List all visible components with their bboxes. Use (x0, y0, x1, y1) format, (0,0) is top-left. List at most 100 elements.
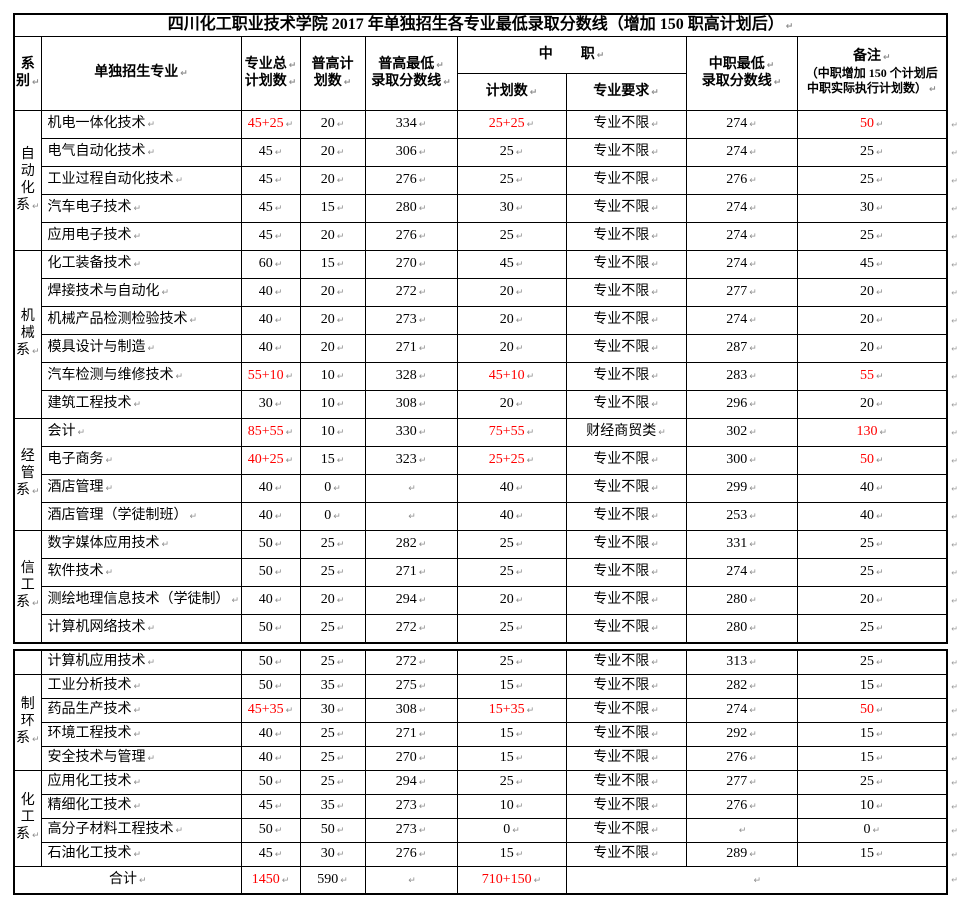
paragraph-mark: ↵ (288, 77, 297, 88)
cell-value-highlighted: 50 (859, 452, 874, 468)
cell-value: 20 (859, 312, 874, 328)
paragraph-mark: ↵ (418, 778, 427, 789)
paragraph-mark: ↵ (515, 176, 524, 187)
cell-line: 20 ↵ (301, 144, 365, 161)
row-end-mark: ↵ (951, 120, 958, 129)
paragraph-mark: ↵ (418, 826, 427, 837)
cell-value: 20 (499, 284, 514, 300)
paragraph-mark: ↵ (651, 658, 659, 669)
cell-value: 25 (859, 172, 874, 188)
cell-total-plan: 45 ↵ (240, 194, 301, 223)
paragraph-mark: ↵ (651, 316, 659, 327)
cell-value: 10 (859, 798, 874, 814)
paragraph-mark: ↵ (749, 754, 757, 765)
paragraph-mark: ↵ (749, 428, 757, 439)
cell-line: 10 ↵ (301, 396, 365, 413)
cell-value: 专业要求 (593, 83, 650, 99)
cell-remark: 20 ↵ ↵ (796, 334, 958, 363)
cell-line: 40 ↵ (242, 312, 300, 329)
paragraph-mark: ↵ (515, 624, 524, 635)
cell-zhongzhi-plan: 45+10 ↵ (456, 362, 567, 391)
cell-value: 271 (395, 340, 417, 356)
paragraph-mark: ↵ (336, 730, 345, 741)
cell-line: 专业总 ↵ (242, 57, 300, 74)
cell-line: 15 ↵ (301, 256, 365, 273)
paragraph-mark: ↵ (274, 682, 283, 693)
cell-major: 酒店管理 ↵ (40, 474, 242, 503)
cell-line: 15 ↵ (458, 846, 566, 863)
cell-value-highlighted: 75+55 (488, 424, 525, 440)
cell-value: 273 (395, 822, 417, 838)
cell-major: 软件技术 ↵ (40, 558, 242, 587)
cell-gaokao-plan: 20 ↵ (299, 222, 366, 251)
paragraph-mark: ↵ (651, 568, 659, 579)
cell-value: 20 (499, 340, 514, 356)
cell-remark: 45 ↵ ↵ (796, 250, 958, 279)
row-end-mark: ↵ (951, 176, 958, 185)
cell-value: 271 (395, 564, 417, 580)
cell-line: 271 ↵ (366, 340, 457, 357)
paragraph-mark: ↵ (651, 624, 659, 635)
cell-zhongzhi-min-score: 274 ↵ (685, 250, 798, 279)
cell-line: 25 ↵ (798, 654, 947, 671)
cell-value: 计算机应用技术 (47, 654, 146, 670)
paragraph-mark: ↵ (875, 260, 884, 271)
table-row: 信工系 ↵ 数字媒体应用技术 ↵ 50 ↵ 25 ↵ 282 ↵ 25 ↵ 专业不限 ↵ 331 ↵ 25 ↵ ↵ (13, 530, 958, 644)
cell-value: 电气自动化技术 (47, 144, 146, 160)
cell-line: 40 ↵ (242, 726, 300, 743)
cell-line: ↵ (687, 822, 797, 839)
cell-gaokao-plan: 10 ↵ (299, 362, 366, 391)
cell-line: 30 ↵ (242, 396, 300, 413)
cell-line: 经 (15, 448, 41, 465)
cell-zhongzhi-min-score: 274 ↵ (685, 222, 798, 251)
cell-value: 50 (258, 822, 273, 838)
header-row-sub: 计划数 ↵ 专业要求 ↵ (14, 73, 947, 111)
paragraph-mark: ↵ (418, 204, 427, 215)
cell-zhongzhi-plan: 25 ↵ (456, 166, 567, 195)
cell-value: 专业不限 (593, 536, 650, 552)
cell-line: 283 ↵ (687, 368, 797, 385)
cell-line: 专业不限 ↵ (567, 750, 686, 767)
cell-line: 308 ↵ (366, 396, 457, 413)
cell-value: 工 (20, 578, 35, 593)
paragraph-mark: ↵ (875, 456, 884, 467)
cell-line: 294 ↵ (366, 592, 457, 609)
paragraph-mark: ↵ (749, 540, 757, 551)
cell-value: 40 (258, 284, 273, 300)
cell-value: 277 (726, 284, 748, 300)
paragraph-mark: ↵ (408, 512, 416, 523)
cell-zhongzhi-plan: 0 ↵ (456, 818, 567, 843)
cell-line: 系 ↵ (15, 730, 41, 749)
row-end-mark: ↵ (951, 778, 958, 787)
cell-line: 专业不限 ↵ (567, 144, 686, 161)
paragraph-mark: ↵ (336, 260, 345, 271)
cell-value: 财经商贸类 (586, 424, 657, 440)
cell-line: 292 ↵ (687, 726, 797, 743)
cell-total-plan: 40 ↵ (240, 586, 301, 615)
cell-total-plan: 45 ↵ (240, 222, 301, 251)
cell-value: 化工装备技术 (47, 256, 132, 272)
cell-zhongzhi-min-score: 280 ↵ (685, 586, 798, 615)
cell-value: 机械产品检测检验技术 (47, 312, 188, 328)
cell-line: 328 ↵ (366, 368, 457, 385)
cell-line: 软件技术 ↵ (48, 564, 241, 581)
cell-value: 25 (499, 620, 514, 636)
cell-line: 15 ↵ (458, 726, 566, 743)
paragraph-mark: ↵ (651, 372, 659, 383)
cell-line: 汽车电子技术 ↵ (48, 200, 241, 217)
cell-value: 274 (726, 702, 748, 718)
cell-zhongzhi-min-score: 282 ↵ (685, 674, 798, 699)
cell-value: 信 (20, 561, 35, 576)
cell-value: 0 (324, 480, 332, 496)
cell-major: 安全技术与管理 ↵ (40, 746, 242, 771)
cell-value: 工业分析技术 (47, 678, 132, 694)
cell-line: 电子商务 ↵ (48, 452, 241, 469)
cell-value: 25 (320, 750, 335, 766)
cell-remark: 25 ↵ ↵ (796, 770, 958, 795)
cell-line: 45 ↵ (242, 228, 300, 245)
paragraph-mark: ↵ (515, 344, 524, 355)
cell-major: 会计 ↵ (40, 418, 242, 447)
cell-zhongzhi-plan: 25+25 ↵ (456, 446, 567, 475)
cell-value-highlighted: 130 (856, 424, 878, 440)
paragraph-mark: ↵ (651, 456, 659, 467)
